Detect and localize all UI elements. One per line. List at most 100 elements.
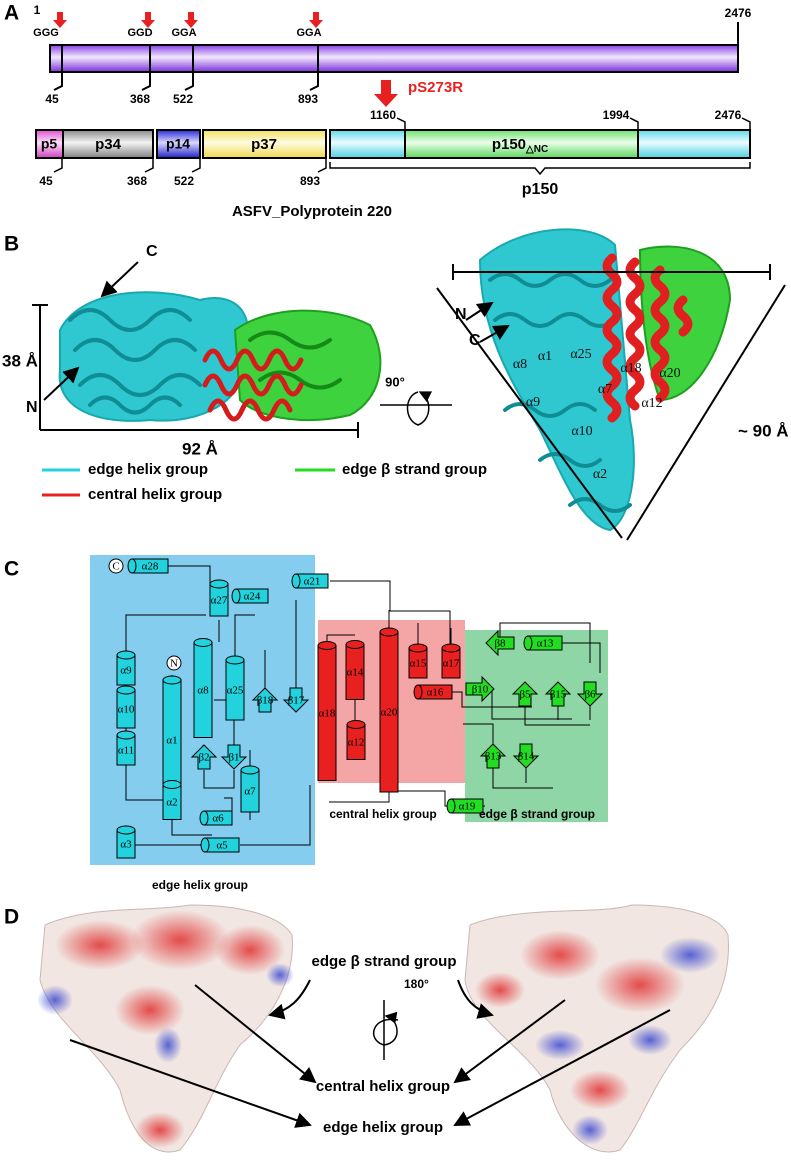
element-label: α9 — [120, 665, 132, 677]
element-label: α27 — [211, 595, 228, 607]
c-terminus: C — [146, 243, 158, 260]
tick — [309, 45, 319, 91]
site-arrow — [141, 12, 155, 28]
strand — [576, 681, 604, 707]
legend-label: central helix group — [88, 486, 222, 503]
helix-end — [441, 643, 461, 653]
edge-strand-box — [465, 630, 608, 822]
element-label: α16 — [427, 687, 444, 699]
terminus-arrow — [465, 301, 494, 321]
helix-label: α20 — [659, 366, 680, 381]
element-label: β8 — [494, 638, 506, 650]
strand — [220, 744, 248, 770]
element-label: α15 — [410, 658, 427, 670]
position-label: 45 — [39, 174, 53, 188]
element-label: β18 — [257, 695, 274, 707]
element-label: β1 — [228, 752, 239, 764]
element-label: α25 — [227, 685, 244, 697]
tick — [53, 158, 63, 173]
position-label: 893 — [300, 174, 320, 188]
element-label: α6 — [212, 813, 224, 825]
site-label: GGA — [171, 27, 196, 39]
scale-bar — [626, 284, 786, 541]
element-label: α10 — [118, 704, 135, 716]
helix-end — [408, 643, 428, 653]
segment — [62, 129, 154, 159]
helix-label: α18 — [620, 361, 641, 376]
tick — [317, 158, 327, 173]
group-label: edge helix group — [152, 878, 248, 892]
tick — [53, 45, 63, 91]
n-terminus: N — [26, 399, 38, 416]
strand — [511, 681, 539, 707]
legend-label: edge helix group — [88, 461, 208, 478]
p150-sub: △NC — [525, 144, 548, 155]
element-label: C — [112, 561, 119, 573]
site-label: GGD — [127, 27, 152, 39]
element-label: α5 — [216, 840, 228, 852]
rotation-label: 180° — [404, 977, 429, 991]
element-label: α14 — [347, 667, 364, 679]
tick — [141, 45, 151, 91]
strand — [465, 675, 495, 703]
position-label: 893 — [298, 92, 318, 106]
legend-label: edge β strand group — [342, 461, 487, 478]
surface-left — [37, 904, 294, 1153]
segment — [156, 129, 201, 159]
element-label: α11 — [118, 745, 134, 757]
panel-label: C — [4, 558, 19, 581]
strand — [544, 681, 572, 707]
helix-end — [116, 685, 136, 695]
helix-end — [199, 810, 209, 826]
element-label: α8 — [197, 685, 209, 697]
helix-end — [200, 837, 210, 853]
element-label: α19 — [459, 801, 476, 813]
element-label: β15 — [550, 689, 567, 701]
polyprotein-bar — [49, 44, 739, 73]
tick — [396, 117, 406, 130]
group-arrows — [69, 979, 671, 1128]
element-label: β6 — [584, 689, 596, 701]
element-label: N — [170, 658, 178, 670]
rotation-arrow — [406, 391, 433, 426]
helix-end — [523, 635, 533, 651]
element-label: α28 — [142, 561, 159, 573]
helix-end — [116, 825, 136, 835]
helix-end — [291, 573, 301, 589]
cleavage-arrow — [374, 80, 398, 107]
element-label: α24 — [244, 591, 261, 603]
helix-label: α12 — [641, 396, 662, 411]
terminus-arrow — [43, 366, 80, 401]
helix-end — [317, 641, 337, 650]
tick — [629, 117, 639, 130]
position-label: 2476 — [715, 108, 742, 122]
helix-label: α8 — [513, 357, 527, 372]
terminus — [108, 558, 124, 574]
panel-d: D edge β strand group 180° central helix… — [4, 904, 729, 1153]
element-label: α1 — [166, 735, 177, 747]
site-arrow — [184, 12, 198, 28]
terminus-arrow — [100, 261, 139, 298]
helix-end — [162, 780, 182, 789]
position-label: 45 — [45, 92, 59, 106]
helix-label: α10 — [571, 424, 592, 439]
element-label: α12 — [348, 737, 365, 749]
helix-end — [345, 640, 365, 649]
strand — [251, 687, 279, 713]
segment — [637, 129, 751, 159]
helix-end — [346, 720, 366, 729]
segment — [202, 129, 327, 159]
structure-left — [58, 291, 382, 422]
brace — [329, 162, 751, 176]
strand — [190, 744, 218, 770]
width-label: 92 Å — [182, 439, 218, 458]
element-label: β10 — [472, 684, 489, 696]
site-arrow — [53, 12, 67, 28]
size-label: ~ 90 Å — [738, 421, 789, 440]
segment-label: p150△NC — [492, 136, 548, 155]
element-label: α7 — [244, 786, 256, 798]
end-label: 2476 — [725, 6, 752, 20]
element-label: β13 — [485, 751, 502, 763]
group-label: edge helix group — [323, 1119, 443, 1136]
helix-label: α9 — [526, 395, 540, 410]
